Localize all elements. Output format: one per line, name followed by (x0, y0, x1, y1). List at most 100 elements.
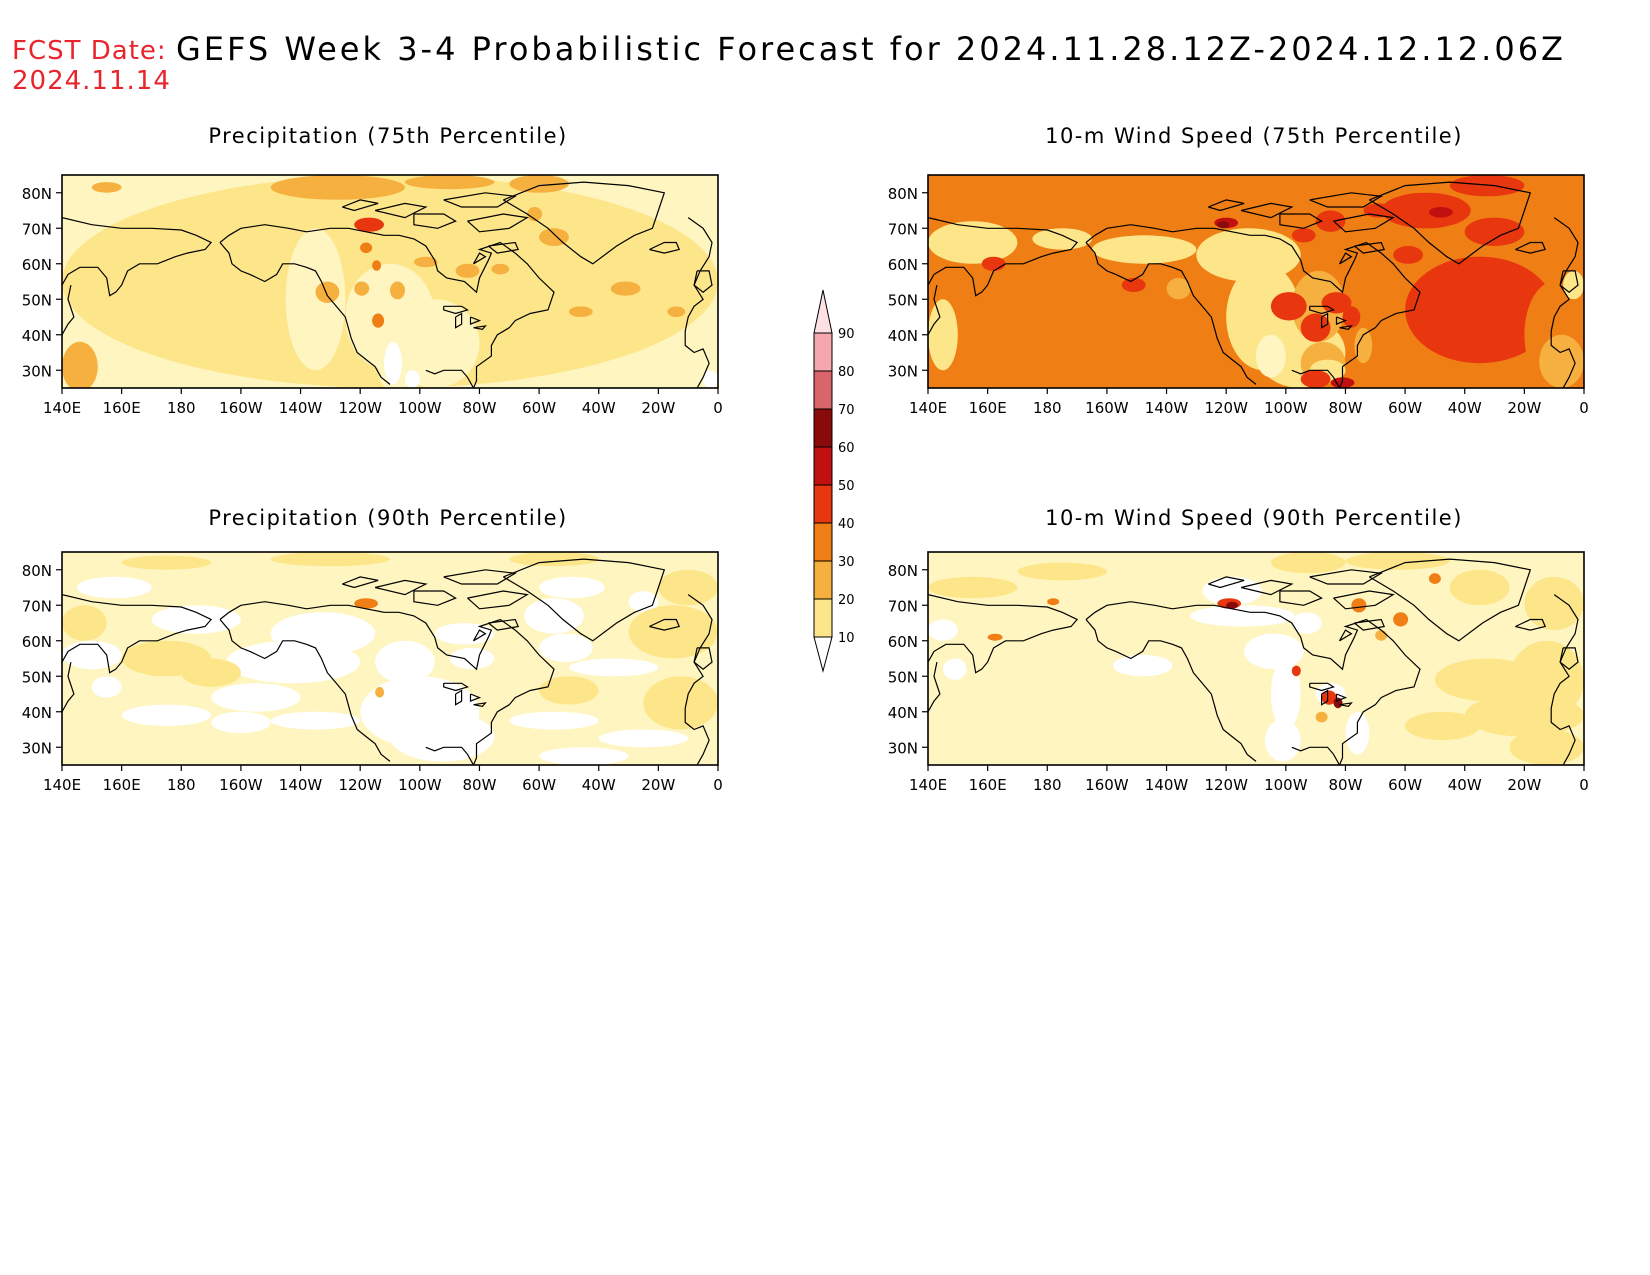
probability-contour-fill (360, 242, 373, 254)
probability-contour-fill (928, 221, 1018, 264)
coastline (1339, 325, 1353, 331)
map-frame (61, 174, 719, 389)
probability-contour-fill (1434, 658, 1540, 702)
fcst-date-label: FCST Date: (12, 36, 167, 66)
probability-contour-fill (1429, 207, 1453, 218)
coastline (219, 224, 555, 388)
probability-contour-fill (285, 228, 346, 371)
probability-contour-fill (539, 576, 605, 599)
colorbar-swatch (813, 446, 833, 486)
probability-contour-fill (539, 676, 599, 705)
lon-tick-label: 20W (1507, 776, 1541, 794)
lat-tick-label: 60N (888, 633, 918, 651)
colorbar-swatch (813, 522, 833, 562)
lon-tick-label: 120W (338, 776, 382, 794)
coastline (469, 693, 482, 702)
panel-title-wind75: 10-m Wind Speed (75th Percentile) (1045, 124, 1463, 148)
probability-contour-fill (987, 633, 1003, 641)
probability-contour-fill (1449, 569, 1510, 606)
probability-contour-fill (1291, 665, 1301, 677)
lat-tick-label: 60N (22, 633, 52, 651)
coastline (928, 594, 1079, 674)
lon-tick-label: 180 (1033, 776, 1062, 794)
lat-tick-label: 70N (22, 597, 52, 615)
lat-tick-label: 50N (22, 668, 52, 686)
coastline (425, 369, 475, 388)
lat-tick-label: 40N (22, 327, 52, 345)
coastline (1208, 199, 1245, 212)
coastline (413, 213, 457, 229)
lat-tick-label: 50N (888, 668, 918, 686)
probability-contour-fill (568, 306, 593, 317)
coastline (219, 242, 391, 385)
probability-contour-fill (375, 686, 385, 698)
coastline (473, 702, 487, 708)
lon-tick-label: 40W (582, 776, 616, 794)
lon-tick-label: 140E (909, 399, 947, 417)
coastline (1559, 270, 1579, 293)
probability-contour-fill (981, 256, 1006, 271)
probability-contour-fill (354, 281, 370, 296)
lon-tick-label: 20W (1507, 399, 1541, 417)
lat-tick-label: 50N (888, 291, 918, 309)
colorbar-level-label: 20 (838, 593, 855, 608)
colorbar-bottom-arrow (813, 636, 833, 673)
coastline (649, 241, 681, 254)
coastline (1354, 241, 1386, 254)
coastline (928, 661, 941, 713)
coastline (443, 192, 518, 208)
colorbar-level-label: 10 (838, 631, 855, 646)
coastline (1309, 192, 1384, 208)
probability-contour-fill (628, 591, 659, 613)
probability-contour-fill (91, 676, 122, 698)
lon-tick-label: 140E (909, 776, 947, 794)
coastline (1291, 746, 1341, 765)
coastline (443, 305, 469, 315)
coastline (467, 213, 529, 233)
lon-tick-label: 80W (462, 399, 496, 417)
probability-contour-fill (928, 299, 958, 371)
probability-contour-fill (270, 711, 361, 730)
colorbar-swatch (813, 484, 833, 524)
coastline (1550, 594, 1579, 765)
map-fill-layer (62, 552, 718, 765)
probability-contour-fill (1393, 612, 1409, 627)
coastline (1240, 579, 1294, 596)
lon-tick-label: 40W (582, 399, 616, 417)
lon-tick-label: 100W (398, 776, 442, 794)
coastline (62, 217, 213, 297)
probability-contour-fill (121, 555, 212, 570)
probability-contour-fill (375, 640, 435, 684)
coastline (1208, 576, 1245, 589)
probability-contour-fill (1256, 334, 1286, 378)
probability-contour-fill (1270, 552, 1346, 574)
colorbar-level-label: 80 (838, 365, 855, 380)
colorbar-level-label: 40 (838, 517, 855, 532)
probability-contour-fill (62, 640, 122, 670)
colorbar-swatch (813, 560, 833, 600)
probability-contour-fill (1047, 598, 1060, 606)
coastline (928, 284, 941, 336)
probability-contour-fill (928, 576, 1018, 599)
map-panel-precip75: 140E 160E 180 160W 140W 120W 100W 80W 60W 40W 20W 0… (22, 174, 723, 417)
probability-contour-fill (181, 658, 241, 687)
lon-tick-label: 60W (522, 399, 556, 417)
lat-tick-label: 60N (22, 256, 52, 274)
coastline (502, 558, 666, 642)
coastline (1333, 590, 1395, 610)
lon-tick-label: 40W (1448, 399, 1482, 417)
coastline (413, 590, 457, 606)
probability-contour-fill (1291, 228, 1316, 243)
lon-tick-label: 80W (462, 776, 496, 794)
lon-tick-label: 100W (1264, 776, 1308, 794)
lon-tick-label: 0 (1579, 399, 1589, 417)
map-frame (927, 174, 1585, 389)
probability-contour-fill (1381, 192, 1471, 229)
lon-tick-label: 160E (969, 776, 1007, 794)
coastline (488, 241, 520, 254)
coastline (425, 746, 475, 765)
probability-contour-fill (354, 217, 384, 232)
probability-contour-fill (372, 313, 385, 328)
coastline (342, 576, 379, 589)
colorbar-swatch (813, 370, 833, 410)
